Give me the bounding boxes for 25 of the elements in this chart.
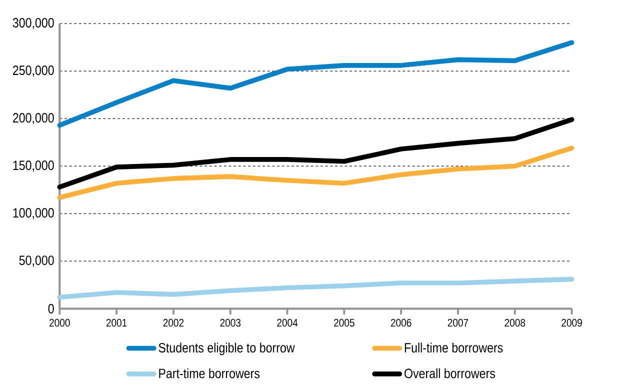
x-tick-label: 2001 [106,318,127,326]
legend-label: Overall borrowers [404,368,496,378]
y-tick-label: 50,000 [19,255,54,267]
y-tick-label: 100,000 [13,208,54,219]
line-series [57,116,574,190]
line-series [57,40,574,128]
x-tick-label: 2002 [163,318,184,326]
x-tick-label: 2005 [334,318,354,326]
legend-label: Students eligible to borrow [158,342,295,355]
y-tick-label: 150,000 [13,160,54,172]
y-tick-label: 200,000 [13,112,54,124]
y-tick-label: 250,000 [13,65,54,76]
legend-label: Full-time borrowers [404,342,503,352]
x-tick-label: 2000 [50,318,70,326]
x-tick-label: 2009 [562,318,582,326]
x-tick-label: 2004 [277,318,298,326]
x-tick-label: 2003 [220,318,241,326]
x-tick-label: 2006 [390,318,412,326]
x-tick-label: 2007 [448,318,468,326]
x-tick-label: 2008 [504,318,526,326]
y-tick-label: 0 [48,304,54,314]
line-series [57,276,574,300]
line-series [57,145,574,200]
y-tick-label: 300,000 [12,18,54,29]
legend-label: Part-time borrowers [159,368,260,378]
